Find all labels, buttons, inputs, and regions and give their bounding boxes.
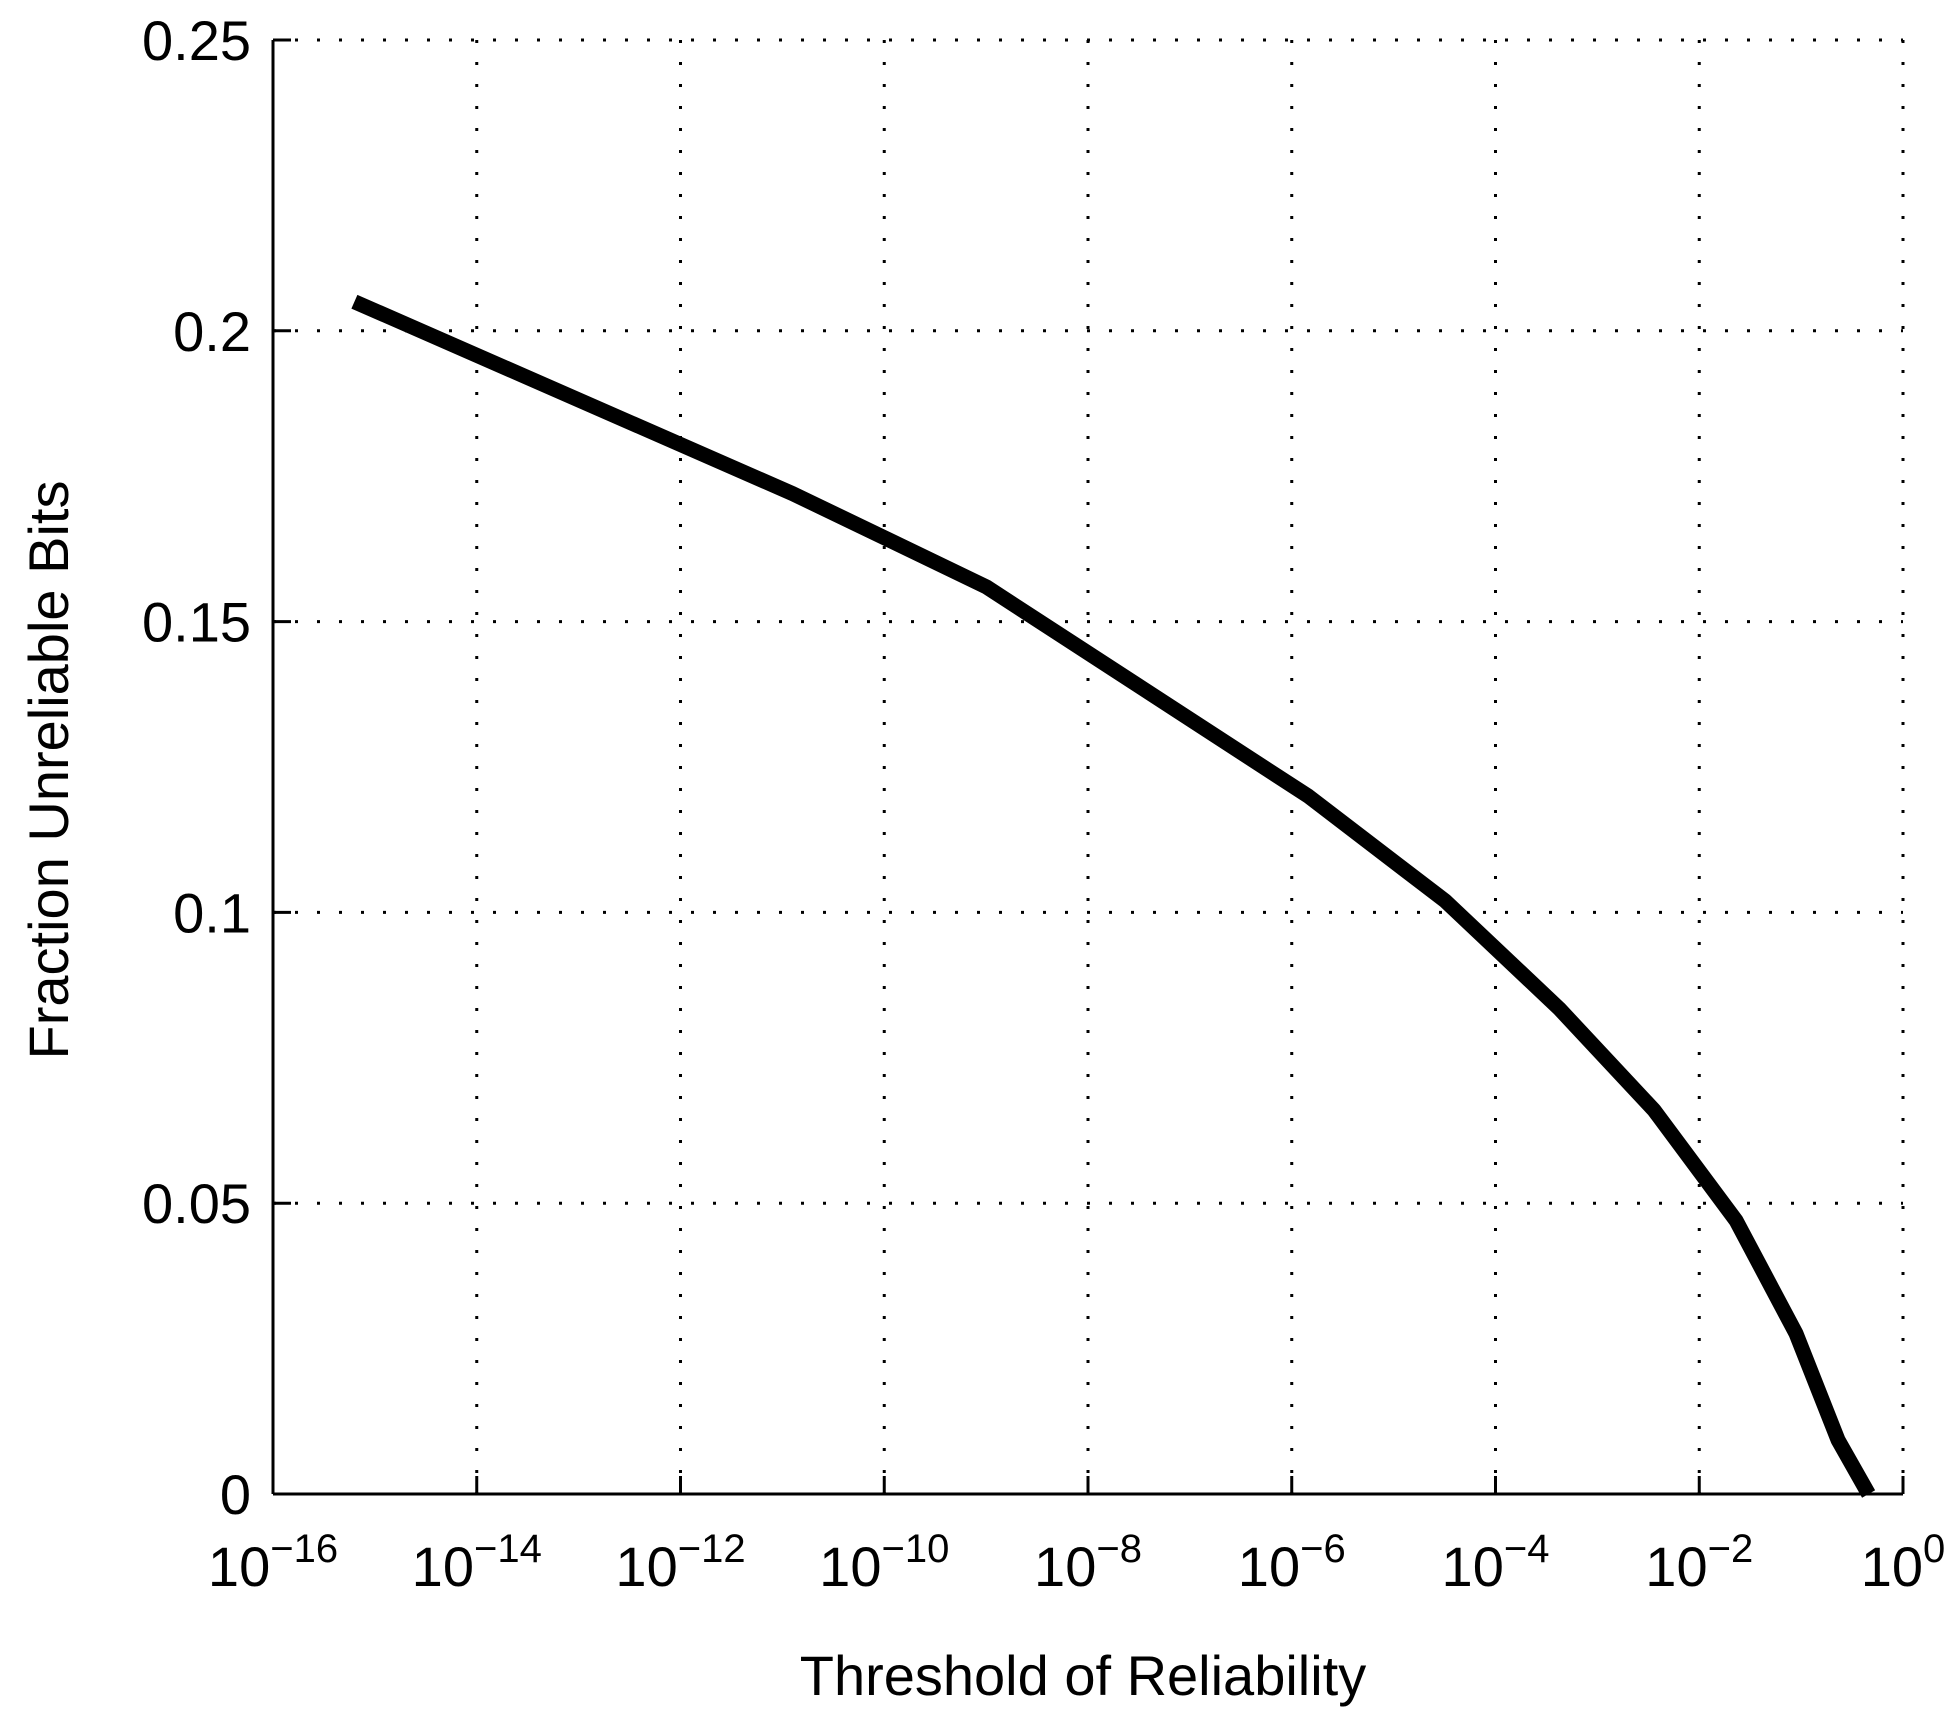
- y-tick-label: 0.05: [142, 1172, 251, 1235]
- y-tick-label: 0.15: [142, 591, 251, 654]
- x-tick-label: 10−8: [1034, 1527, 1142, 1598]
- y-tick-label: 0.25: [142, 9, 251, 72]
- x-tick-label: 10−2: [1645, 1527, 1753, 1598]
- x-axis-label: Threshold of Reliability: [800, 1644, 1366, 1707]
- x-tick-label: 10−10: [819, 1527, 949, 1598]
- y-tick-label: 0.1: [173, 881, 251, 944]
- y-axis-label: Fraction Unreliable Bits: [17, 481, 80, 1060]
- x-tick-label: 10−16: [208, 1527, 338, 1598]
- x-tick-label: 10−14: [412, 1527, 542, 1598]
- x-tick-label: 10−6: [1238, 1527, 1346, 1598]
- y-tick-label: 0: [220, 1463, 251, 1526]
- x-tick-label: 10−12: [615, 1527, 745, 1598]
- data-line: [351, 294, 1876, 1498]
- y-tick-label: 0.2: [173, 300, 251, 363]
- x-tick-label: 100: [1861, 1527, 1946, 1598]
- x-tick-label: 10−4: [1442, 1527, 1550, 1598]
